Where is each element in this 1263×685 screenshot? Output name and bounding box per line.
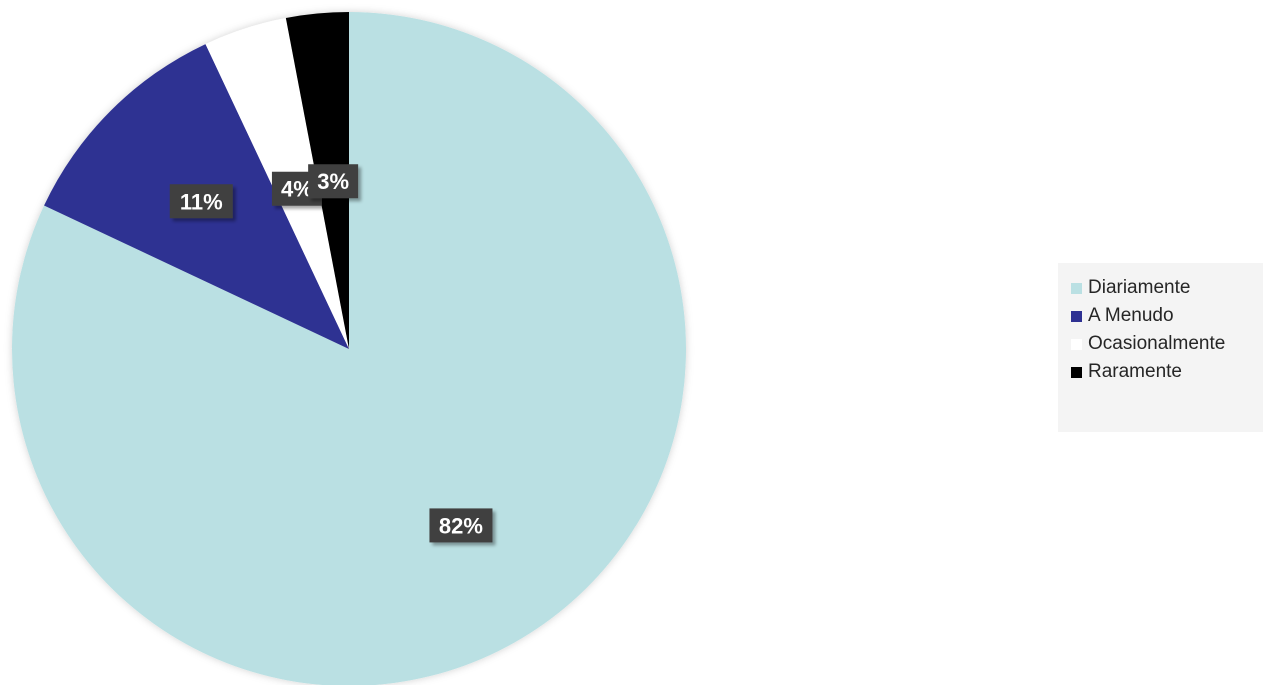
legend-swatch-a-menudo xyxy=(1071,310,1082,322)
legend-item-ocasionalmente: Ocasionalmente xyxy=(1058,330,1263,358)
data-label-text: 3% xyxy=(317,169,349,194)
pie-slice-diariamente xyxy=(12,12,686,685)
pie-data-labels: 82% 11% 4% 3% xyxy=(169,164,493,543)
legend-swatch-diariamente xyxy=(1071,282,1082,294)
data-label-text: 4% xyxy=(281,177,313,202)
legend-item-diariamente: Diariamente xyxy=(1058,274,1263,302)
data-label-diariamente: 82% xyxy=(429,508,493,543)
legend-item-a-menudo: A Menudo xyxy=(1058,302,1263,330)
data-label-text: 82% xyxy=(439,513,483,538)
data-label-a-menudo: 11% xyxy=(169,184,233,219)
legend-label-a-menudo: A Menudo xyxy=(1088,305,1174,326)
data-label-raramente: 3% xyxy=(308,164,359,199)
data-label-text: 11% xyxy=(180,189,223,214)
legend-label-diariamente: Diariamente xyxy=(1088,277,1191,298)
legend-label-raramente: Raramente xyxy=(1088,361,1182,382)
pie-slices xyxy=(12,12,686,685)
legend-swatch-ocasionalmente xyxy=(1071,338,1082,350)
legend-item-raramente: Raramente xyxy=(1058,358,1263,386)
legend-label-ocasionalmente: Ocasionalmente xyxy=(1088,333,1226,354)
legend-swatch-raramente xyxy=(1071,366,1082,378)
data-label-box xyxy=(308,164,359,199)
data-label-box xyxy=(169,184,233,219)
chart-legend: Diariamente A Menudo Ocasionalmente Rara… xyxy=(1058,263,1263,432)
data-label-box xyxy=(429,508,493,543)
